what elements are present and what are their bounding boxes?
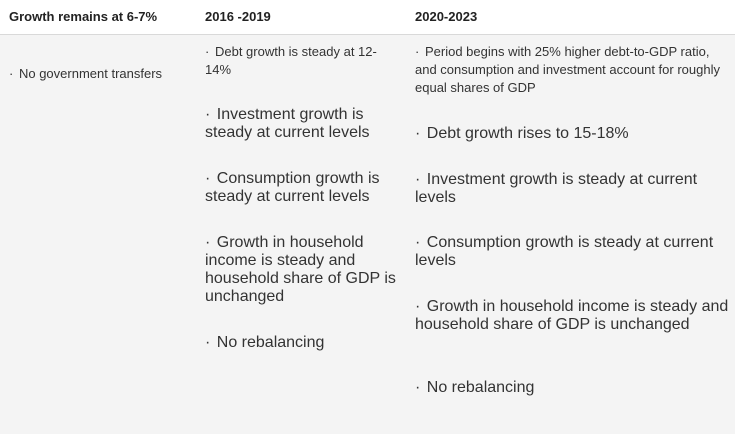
list-item: · Period begins with 25% higher debt-to-…: [415, 43, 730, 97]
list-item-text: Debt growth is steady at 12-14%: [205, 44, 377, 77]
bullet-icon: ·: [9, 66, 14, 81]
bullet-icon: ·: [205, 106, 211, 123]
list-item: · Consumption growth is steady at curren…: [415, 234, 730, 270]
list-item: · Debt growth is steady at 12-14%: [205, 43, 397, 79]
list-item-text: Growth in household income is steady and…: [205, 234, 396, 305]
list-item-text: No rebalancing: [426, 379, 535, 396]
bullet-icon: ·: [415, 44, 420, 59]
bullet-icon: ·: [415, 171, 421, 188]
bullet-icon: ·: [415, 234, 421, 251]
bullet-icon: ·: [205, 44, 210, 59]
list-item-text: Investment growth is steady at current l…: [205, 106, 370, 141]
list-item-text: No government transfers: [18, 66, 163, 81]
bullet-icon: ·: [205, 334, 211, 351]
table-body: [0, 35, 735, 434]
header-period-2020-2023: 2020-2023: [415, 9, 478, 24]
list-item-text: Consumption growth is steady at current …: [415, 234, 714, 269]
list-item-text: Debt growth rises to 15-18%: [426, 125, 629, 142]
list-item: · No government transfers: [9, 65, 189, 83]
list-item-text: Period begins with 25% higher debt-to-GD…: [415, 44, 720, 95]
list-item-text: No rebalancing: [216, 334, 325, 351]
list-item: · No rebalancing: [415, 379, 730, 397]
bullet-icon: ·: [415, 298, 421, 315]
list-item: · Consumption growth is steady at curren…: [205, 170, 397, 206]
table-header: Growth remains at 6-7% 2016 -2019 2020-2…: [0, 0, 735, 35]
list-item: · Investment growth is steady at current…: [205, 106, 397, 142]
list-item-text: Consumption growth is steady at current …: [205, 170, 380, 205]
list-item: · Growth in household income is steady a…: [205, 234, 397, 306]
bullet-icon: ·: [205, 234, 211, 251]
header-period-2016-2019: 2016 -2019: [205, 9, 271, 24]
bullet-icon: ·: [415, 125, 421, 142]
header-scenario: Growth remains at 6-7%: [9, 9, 158, 24]
bullet-icon: ·: [205, 170, 211, 187]
list-item-text: Investment growth is steady at current l…: [415, 171, 698, 206]
list-item-text: Growth in household income is steady and…: [415, 298, 729, 333]
list-item: · Debt growth rises to 15-18%: [415, 125, 730, 143]
bullet-icon: ·: [415, 379, 421, 396]
list-item: · Investment growth is steady at current…: [415, 171, 730, 207]
list-item: · No rebalancing: [205, 334, 397, 352]
list-item: · Growth in household income is steady a…: [415, 298, 730, 334]
